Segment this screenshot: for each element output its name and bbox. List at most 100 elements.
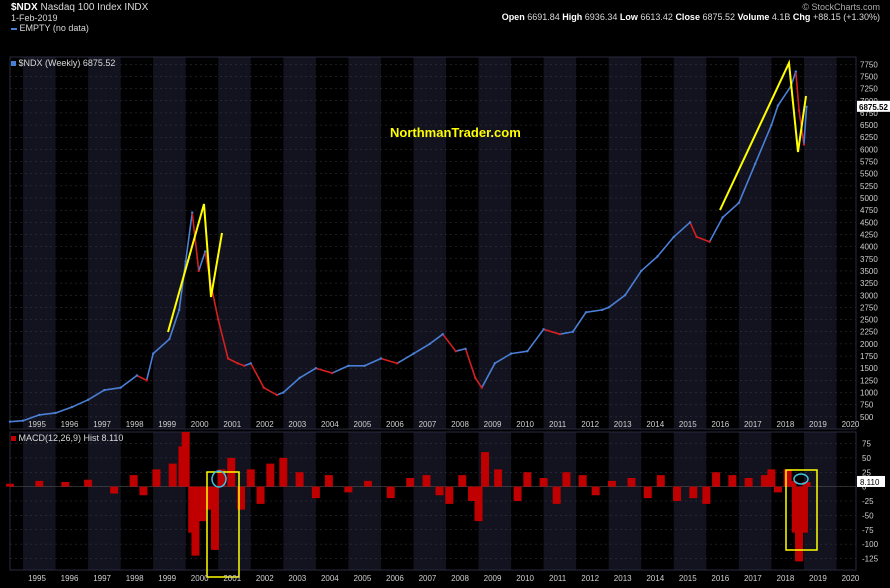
price-segment bbox=[464, 348, 477, 379]
low-label: Low bbox=[619, 12, 638, 22]
price-point bbox=[275, 393, 279, 397]
price-x-tick-label: 2010 bbox=[516, 420, 534, 429]
price-x-tick-label: 1999 bbox=[158, 420, 176, 429]
price-segment bbox=[640, 255, 659, 272]
macd-bar bbox=[643, 486, 652, 499]
price-x-tick-label: 2019 bbox=[809, 420, 827, 429]
price-y-tick-label: 4750 bbox=[860, 206, 878, 215]
price-point bbox=[454, 349, 457, 353]
macd-last-value-tag: 8.110 bbox=[860, 478, 880, 487]
index-name: Nasdaq 100 Index bbox=[40, 2, 122, 13]
macd-bar bbox=[773, 486, 782, 493]
price-segment bbox=[494, 352, 512, 365]
macd-x-tick-label: 2018 bbox=[777, 574, 795, 583]
price-x-tick-label: 2013 bbox=[614, 420, 632, 429]
price-y-tick-label: 2750 bbox=[860, 303, 878, 312]
price-point bbox=[656, 255, 659, 258]
stockcharts-credit: © StockCharts.com bbox=[802, 2, 880, 12]
macd-x-tick-label: 2010 bbox=[516, 574, 534, 583]
macd-bar bbox=[324, 475, 333, 487]
price-y-tick-label: 4250 bbox=[860, 230, 878, 239]
price-point bbox=[54, 411, 57, 415]
price-point bbox=[135, 374, 139, 377]
price-segment bbox=[87, 389, 105, 401]
price-point bbox=[509, 352, 513, 355]
legend-price-label: $NDX (Weekly) 6875.52 bbox=[18, 58, 116, 68]
price-x-tick-label: 1998 bbox=[126, 420, 144, 429]
macd-y-tick-label: -25 bbox=[862, 497, 874, 506]
price-segment bbox=[696, 236, 710, 243]
year-band-price bbox=[543, 57, 577, 429]
year-band-price bbox=[478, 57, 512, 429]
price-point bbox=[464, 347, 467, 350]
price-segment bbox=[455, 347, 466, 352]
macd-bar bbox=[435, 486, 444, 496]
macd-bar bbox=[139, 486, 148, 496]
legend-price-swatch bbox=[11, 61, 16, 67]
price-point bbox=[428, 342, 431, 346]
macd-x-tick-label: 2017 bbox=[744, 574, 762, 583]
price-point bbox=[688, 221, 692, 224]
price-point bbox=[379, 357, 383, 360]
price-segment bbox=[120, 374, 138, 389]
macd-bar bbox=[191, 486, 200, 556]
price-point bbox=[249, 362, 252, 365]
macd-bar bbox=[767, 469, 776, 487]
price-x-tick-label: 2018 bbox=[777, 420, 795, 429]
price-x-tick-label: 2011 bbox=[549, 420, 567, 429]
price-x-tick-label: 2002 bbox=[256, 420, 274, 429]
macd-x-tick-label: 2012 bbox=[581, 574, 599, 583]
macd-x-tick-label: 2011 bbox=[549, 574, 567, 583]
price-y-tick-label: 5500 bbox=[860, 170, 878, 179]
price-segment bbox=[315, 367, 333, 374]
price-point bbox=[412, 352, 415, 355]
macd-bar bbox=[363, 480, 372, 487]
price-point bbox=[347, 364, 350, 367]
price-segment bbox=[364, 357, 382, 367]
price-segment bbox=[673, 221, 691, 238]
price-segment bbox=[22, 414, 40, 422]
price-point bbox=[542, 328, 545, 331]
year-band-price bbox=[413, 57, 447, 429]
price-x-tick-label: 2012 bbox=[581, 420, 599, 429]
macd-x-tick-label: 2005 bbox=[354, 574, 372, 583]
exchange: INDX bbox=[124, 2, 149, 13]
macd-y-tick-label: 25 bbox=[862, 468, 871, 477]
macd-bar bbox=[422, 475, 431, 487]
price-point bbox=[298, 376, 301, 380]
year-band-price bbox=[803, 57, 837, 429]
price-segment bbox=[585, 309, 603, 314]
macd-bar bbox=[802, 482, 811, 487]
macd-y-tick-label: -100 bbox=[862, 540, 879, 549]
price-segment bbox=[442, 333, 457, 352]
price-point bbox=[151, 352, 155, 355]
annotation-2018-peak-trendline bbox=[719, 59, 807, 211]
price-segment bbox=[250, 362, 265, 389]
price-y-tick-label: 3750 bbox=[860, 255, 878, 264]
price-x-tick-label: 1996 bbox=[61, 420, 79, 429]
price-segment bbox=[803, 106, 808, 145]
price-x-tick-label: 2017 bbox=[744, 420, 762, 429]
macd-bar bbox=[61, 482, 70, 487]
year-bands bbox=[23, 57, 837, 570]
price-y-tick-label: 5000 bbox=[860, 194, 878, 203]
price-segment bbox=[145, 353, 154, 381]
price-x-tick-label: 2000 bbox=[191, 420, 209, 429]
price-point bbox=[70, 405, 74, 409]
macd-bar bbox=[702, 486, 711, 504]
price-y-tick-label: 3500 bbox=[860, 267, 878, 276]
price-y-tick-label: 2250 bbox=[860, 328, 878, 337]
price-segment bbox=[104, 386, 121, 391]
macd-bar bbox=[799, 486, 808, 533]
price-y-tick-label: 6000 bbox=[860, 145, 878, 154]
macd-bar bbox=[266, 463, 275, 487]
macd-bar bbox=[788, 480, 797, 487]
price-segment bbox=[543, 328, 561, 335]
price-segment bbox=[217, 319, 229, 359]
price-point bbox=[217, 318, 220, 321]
macd-bar bbox=[656, 475, 665, 487]
price-point bbox=[21, 419, 25, 422]
price-segment bbox=[152, 338, 170, 355]
macd-x-tick-label: 1998 bbox=[126, 574, 144, 583]
macd-x-tick-label: 2015 bbox=[679, 574, 697, 583]
